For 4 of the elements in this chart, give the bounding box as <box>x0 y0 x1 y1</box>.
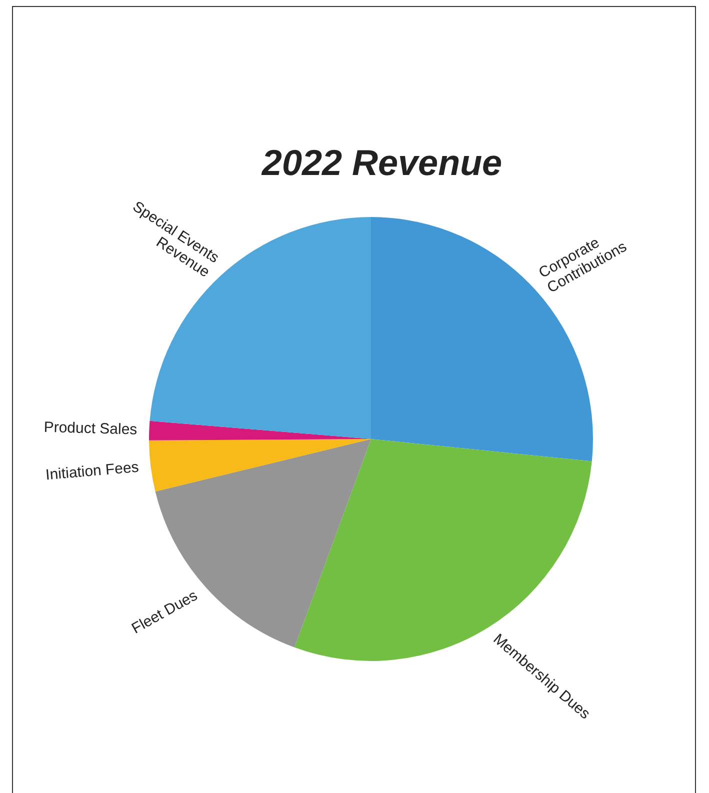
slice-label: Product Sales <box>44 418 138 438</box>
slice-label: Fleet Dues <box>128 587 200 638</box>
slice-label: Initiation Fees <box>44 458 140 484</box>
chart-title: 2022 Revenue <box>260 142 502 183</box>
